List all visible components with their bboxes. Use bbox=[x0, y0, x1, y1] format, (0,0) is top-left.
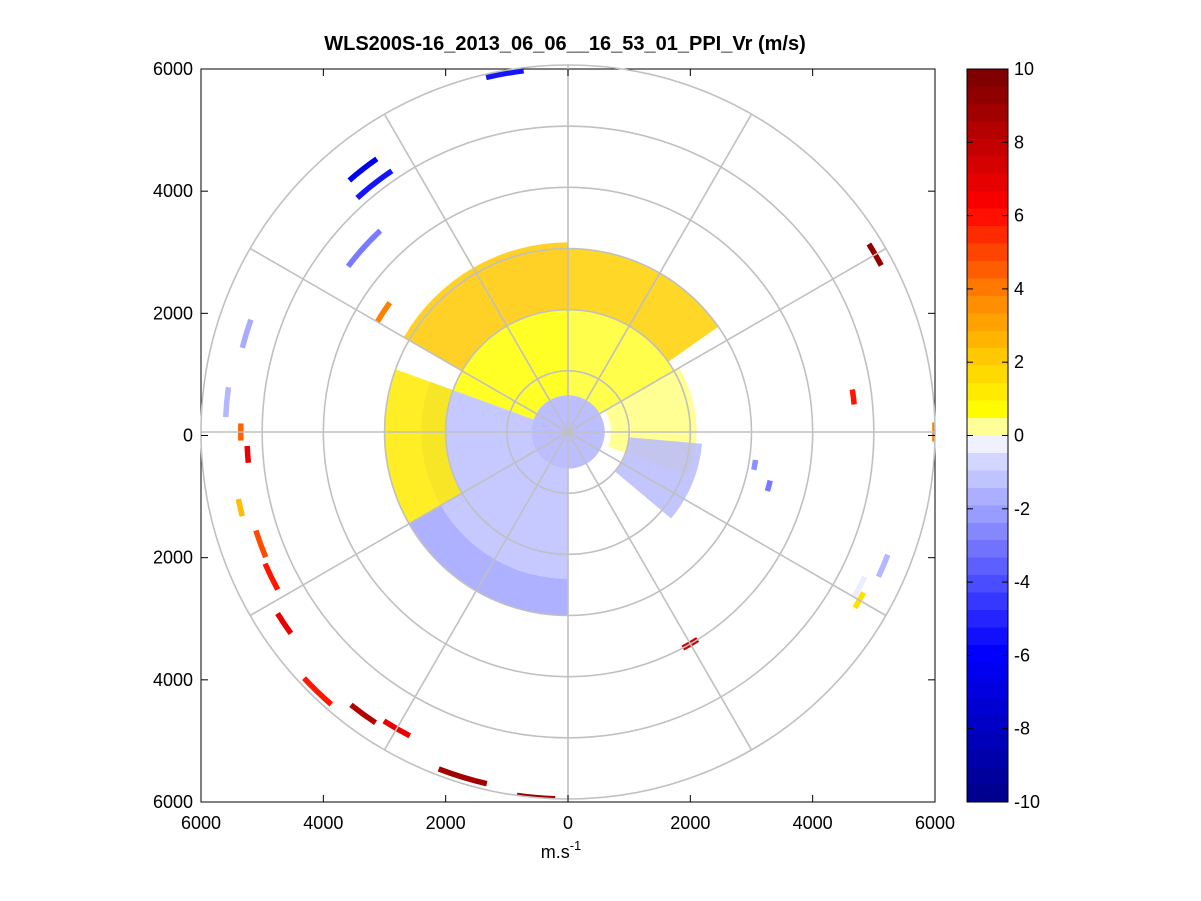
velocity-arc bbox=[275, 612, 294, 635]
velocity-arc bbox=[235, 498, 245, 517]
y-tick-labels: 6000 4000 2000 0 2000 4000 6000 bbox=[153, 59, 193, 812]
velocity-sector bbox=[614, 437, 703, 519]
azimuth-spoke bbox=[567, 431, 887, 617]
y-tick-label: 2000 bbox=[153, 548, 193, 568]
x-tick-label: 2000 bbox=[670, 813, 710, 833]
y-tick-label: 6000 bbox=[153, 59, 193, 79]
velocity-sector bbox=[409, 505, 568, 616]
x-axis-label: m.s-1 bbox=[541, 838, 582, 862]
x-tick-label: 6000 bbox=[181, 813, 221, 833]
colorbar-tick-label: -6 bbox=[1014, 645, 1030, 665]
velocity-arc bbox=[849, 389, 857, 405]
y-tick-label: 4000 bbox=[153, 181, 193, 201]
velocity-arc bbox=[764, 479, 773, 492]
x-axis-label-sup: -1 bbox=[570, 838, 582, 853]
axis-ticks bbox=[200, 68, 936, 803]
velocity-arc bbox=[374, 300, 393, 324]
x-tick-label: 6000 bbox=[915, 813, 955, 833]
velocity-arc bbox=[345, 228, 383, 269]
colorbar-tick-label: 2 bbox=[1014, 352, 1024, 372]
colorbar-tick-label: 10 bbox=[1014, 59, 1034, 79]
colorbar-gradient bbox=[966, 68, 1009, 803]
velocity-arc bbox=[751, 459, 759, 471]
velocity-arc bbox=[355, 168, 394, 200]
colorbar-tick-label: -10 bbox=[1014, 792, 1040, 812]
velocity-arc bbox=[262, 562, 281, 591]
velocity-arc bbox=[485, 68, 524, 81]
y-tick-label: 6000 bbox=[153, 792, 193, 812]
velocity-arc bbox=[223, 386, 232, 418]
x-tick-label: 4000 bbox=[793, 813, 833, 833]
velocity-arc bbox=[239, 318, 254, 349]
velocity-sector bbox=[421, 381, 568, 579]
azimuth-spoke bbox=[249, 247, 569, 433]
azimuth-spoke bbox=[383, 113, 569, 433]
velocity-arc bbox=[851, 575, 868, 599]
velocity-sector bbox=[453, 309, 568, 420]
colorbar: 10 8 6 4 2 0 -2 -4 -6 -8 -10 bbox=[966, 59, 1040, 812]
velocity-arc bbox=[302, 676, 334, 707]
velocity-sector bbox=[568, 248, 719, 362]
colorbar-tick-label: 6 bbox=[1014, 206, 1024, 226]
colorbar-tick-label: 0 bbox=[1014, 426, 1024, 446]
velocity-sector bbox=[403, 242, 568, 371]
colorbar-tick-label: -4 bbox=[1014, 572, 1030, 592]
plot-area: 6000 4000 2000 0 2000 4000 6000 6000 4000 2000 0 2… bbox=[153, 59, 955, 833]
colorbar-ticks: 10 8 6 4 2 0 -2 -4 -6 -8 -10 bbox=[967, 59, 1040, 812]
azimuth-spoke bbox=[383, 431, 569, 751]
x-tick-label: 2000 bbox=[426, 813, 466, 833]
colorbar-tick-label: 4 bbox=[1014, 279, 1024, 299]
x-tick-labels: 6000 4000 2000 0 2000 4000 6000 bbox=[181, 813, 955, 833]
colorbar-tick-label: 8 bbox=[1014, 132, 1024, 152]
chart-title: WLS200S-16_2013_06_06__16_53_01_PPI_Vr (… bbox=[324, 33, 805, 55]
velocity-arc bbox=[347, 156, 379, 183]
x-tick-label: 0 bbox=[563, 813, 573, 833]
velocity-arc bbox=[244, 445, 252, 464]
azimuth-spoke bbox=[567, 247, 887, 433]
velocity-arc bbox=[437, 766, 488, 787]
velocity-arc bbox=[875, 553, 891, 578]
azimuth-spoke bbox=[249, 431, 569, 617]
y-tick-label: 0 bbox=[183, 426, 193, 446]
polar-grid bbox=[200, 64, 936, 800]
velocity-arc bbox=[253, 529, 269, 559]
azimuth-spoke bbox=[567, 431, 753, 751]
velocity-arc bbox=[349, 702, 378, 726]
colorbar-tick-label: -8 bbox=[1014, 719, 1030, 739]
velocity-sector bbox=[384, 369, 463, 524]
azimuth-spoke bbox=[567, 113, 753, 433]
data-layer bbox=[223, 68, 935, 799]
x-axis-label-base: m.s bbox=[541, 842, 570, 862]
colorbar-tick-label: -2 bbox=[1014, 499, 1030, 519]
y-tick-label: 4000 bbox=[153, 670, 193, 690]
y-tick-label: 2000 bbox=[153, 303, 193, 323]
x-tick-label: 4000 bbox=[303, 813, 343, 833]
